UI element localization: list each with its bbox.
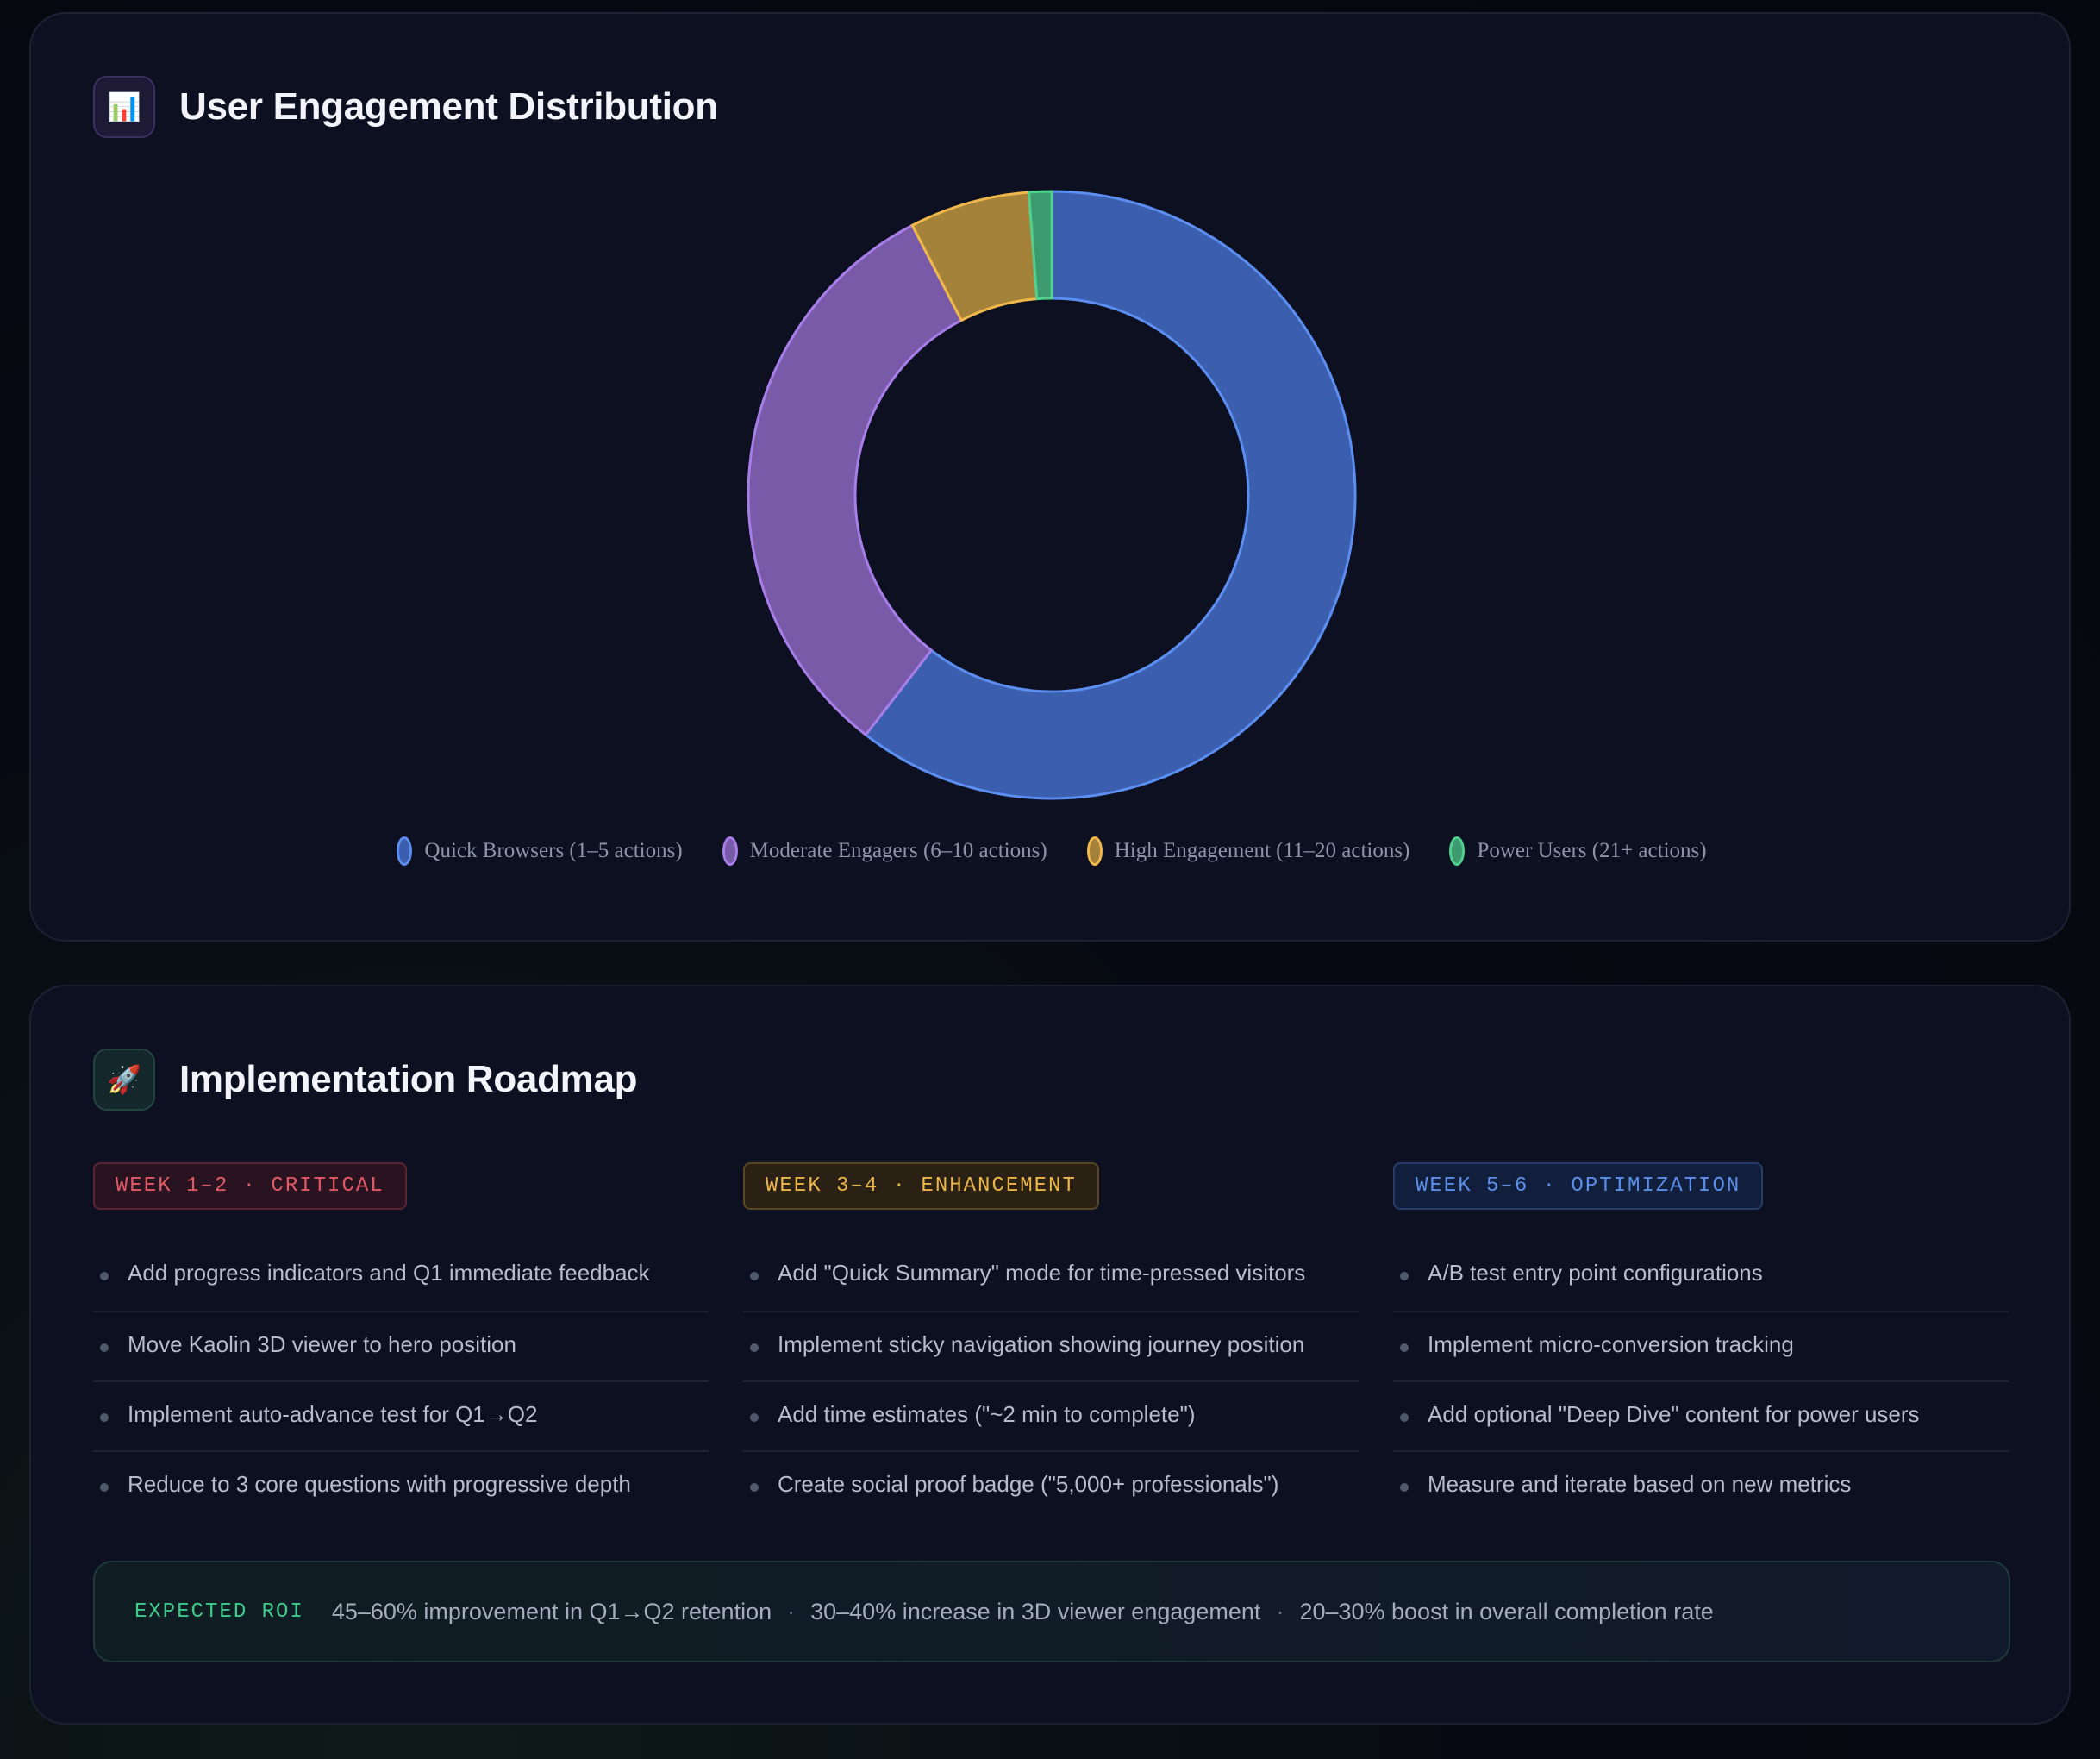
week-5-6-list: A/B test entry point configurations Impl… [1393,1241,2009,1520]
legend-swatch [1086,836,1103,866]
list-item: Implement auto-advance test for Q1→Q2 [93,1380,709,1450]
donut-chart [747,190,1357,800]
bar-chart-icon: 📊 [93,76,155,138]
list-item-text: Add time estimates ("~2 min to complete"… [778,1401,1196,1427]
roi-item: 45–60% improvement in Q1→Q2 retention [331,1598,772,1624]
engagement-title: User Engagement Distribution [179,85,718,128]
roi-item: 30–40% increase in 3D viewer engagement [810,1598,1261,1624]
list-item: Measure and iterate based on new metrics [1393,1450,2009,1520]
donut-slice[interactable] [864,190,1357,800]
bullet-dot [750,1483,759,1492]
list-item: Implement sticky navigation showing jour… [743,1311,1359,1380]
legend-label: Quick Browsers (1–5 actions) [424,839,683,862]
week-3-4-list: Add "Quick Summary" mode for time-presse… [743,1241,1359,1520]
bullet-dot [750,1272,759,1280]
rocket-icon: 🚀 [93,1049,155,1111]
list-item-text: Move Kaolin 3D viewer to hero position [128,1331,516,1357]
legend-item[interactable]: Moderate Engagers (6–10 actions) [722,836,1047,866]
list-item-text: Implement sticky navigation showing jour… [778,1331,1305,1357]
bullet-dot [1400,1483,1409,1492]
list-item: Add progress indicators and Q1 immediate… [93,1241,709,1311]
list-item-text: Create social proof badge ("5,000+ profe… [778,1471,1279,1497]
list-item: Create social proof badge ("5,000+ profe… [743,1450,1359,1520]
list-item: A/B test entry point configurations [1393,1241,2009,1311]
roadmap-card: 🚀 Implementation Roadmap WEEK 1–2 · CRIT… [29,985,2071,1725]
list-item-text: Reduce to 3 core questions with progress… [128,1471,631,1497]
legend-item[interactable]: High Engagement (11–20 actions) [1086,836,1410,866]
list-item-text: Add progress indicators and Q1 immediate… [128,1260,650,1286]
roi-label: EXPECTED ROI [134,1599,304,1624]
roadmap-column-week-5-6: WEEK 5–6 · OPTIMIZATION A/B test entry p… [1393,1162,2009,1520]
list-item-text: Implement micro-conversion tracking [1428,1331,1794,1357]
list-item: Add "Quick Summary" mode for time-presse… [743,1241,1359,1311]
week-1-2-tag: WEEK 1–2 · CRITICAL [93,1162,407,1210]
roi-separator: · [1276,1598,1284,1624]
bullet-dot [1400,1413,1409,1422]
donut-slice[interactable] [747,223,964,737]
legend-swatch [722,836,738,866]
list-item: Implement micro-conversion tracking [1393,1311,2009,1380]
bullet-dot [750,1413,759,1422]
bullet-dot [1400,1343,1409,1352]
list-item: Reduce to 3 core questions with progress… [93,1450,709,1520]
list-item: Move Kaolin 3D viewer to hero position [93,1311,709,1380]
list-item: Add optional "Deep Dive" content for pow… [1393,1380,2009,1450]
list-item: Add time estimates ("~2 min to complete"… [743,1380,1359,1450]
roadmap-column-week-1-2: WEEK 1–2 · CRITICAL Add progress indicat… [93,1162,709,1520]
list-item-text: A/B test entry point configurations [1428,1260,1763,1286]
list-item-text: Add optional "Deep Dive" content for pow… [1428,1401,1920,1427]
week-5-6-tag: WEEK 5–6 · OPTIMIZATION [1393,1162,1764,1210]
roi-item: 20–30% boost in overall completion rate [1299,1598,1714,1624]
engagement-header: 📊 User Engagement Distribution [93,76,718,138]
bullet-dot [100,1343,109,1352]
bullet-dot [750,1343,759,1352]
list-item-text: Implement auto-advance test for Q1→Q2 [128,1401,538,1427]
bullet-dot [1400,1272,1409,1280]
list-item-text: Add "Quick Summary" mode for time-presse… [778,1260,1306,1286]
bullet-dot [100,1272,109,1280]
week-1-2-list: Add progress indicators and Q1 immediate… [93,1241,709,1520]
legend-swatch [1449,836,1466,866]
bullet-dot [100,1413,109,1422]
bullet-dot [100,1483,109,1492]
engagement-card: 📊 User Engagement Distribution Quick Bro… [29,12,2071,942]
roadmap-column-week-3-4: WEEK 3–4 · ENHANCEMENT Add "Quick Summar… [743,1162,1359,1520]
legend-item[interactable]: Power Users (21+ actions) [1449,836,1707,866]
legend-label: Moderate Engagers (6–10 actions) [749,839,1047,862]
roi-separator: · [787,1598,796,1624]
legend-label: Power Users (21+ actions) [1477,839,1707,862]
roadmap-columns: WEEK 1–2 · CRITICAL Add progress indicat… [93,1162,2041,1520]
list-item-text: Measure and iterate based on new metrics [1428,1471,1852,1497]
roadmap-header: 🚀 Implementation Roadmap [93,1049,638,1111]
legend-swatch [397,836,413,866]
chart-legend: Quick Browsers (1–5 actions) Moderate Eng… [31,836,2072,866]
roadmap-title: Implementation Roadmap [179,1058,638,1100]
donut-slice[interactable] [1027,190,1053,301]
week-3-4-tag: WEEK 3–4 · ENHANCEMENT [743,1162,1099,1210]
legend-item[interactable]: Quick Browsers (1–5 actions) [397,836,683,866]
expected-roi-banner: EXPECTED ROI 45–60% improvement in Q1→Q2… [93,1561,2010,1662]
legend-label: High Engagement (11–20 actions) [1114,839,1410,862]
